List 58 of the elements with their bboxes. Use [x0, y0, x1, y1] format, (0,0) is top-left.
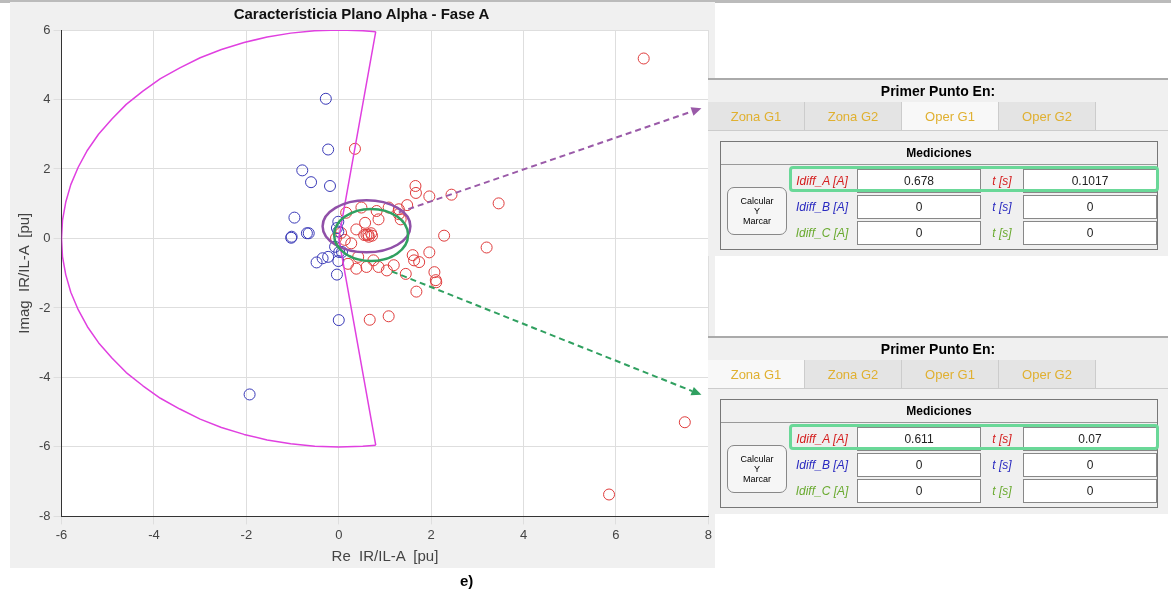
text: Zona G1 — [708, 360, 805, 388]
text: Zona G2 — [805, 360, 902, 388]
y-tick-label: 4 — [43, 91, 51, 107]
text: Oper G2 — [999, 102, 1096, 130]
y-tick-label: 2 — [43, 160, 51, 176]
text: 0 — [1023, 479, 1157, 503]
text: Zona G2 — [805, 102, 902, 130]
text: 0.1017 — [1023, 169, 1157, 193]
x-tick-label: 4 — [519, 526, 528, 542]
text: Calcular Y Marcar — [727, 187, 787, 235]
text: t [s] — [991, 458, 1013, 472]
y-tick-label: -6 — [39, 438, 51, 454]
text: 0 — [857, 221, 981, 245]
text: t [s] — [991, 484, 1013, 498]
x-axis-title: Re IR/IL-A [pu] — [331, 547, 439, 565]
text: Oper G1 — [902, 360, 999, 388]
text: t [s] — [991, 432, 1013, 446]
y-tick-label: -2 — [39, 299, 51, 315]
text: 0.678 — [857, 169, 981, 193]
text: Oper G1 — [902, 102, 999, 130]
y-tick-label: -8 — [39, 507, 51, 523]
text: t [s] — [991, 174, 1013, 188]
text: 0 — [1023, 453, 1157, 477]
text: Primer Punto En: — [708, 78, 1168, 102]
text: 0.07 — [1023, 427, 1157, 451]
x-tick-label: -6 — [55, 526, 68, 542]
text: Oper G2 — [999, 360, 1096, 388]
x-tick-label: -2 — [240, 526, 253, 542]
text: Idiff_C [A] — [794, 484, 850, 498]
x-tick-label: 8 — [704, 526, 712, 542]
text: 0 — [1023, 221, 1157, 245]
y-tick-label: -4 — [39, 369, 51, 385]
text: 0 — [857, 195, 981, 219]
text: Idiff_A [A] — [795, 174, 849, 188]
text: t [s] — [991, 200, 1013, 214]
x-tick-label: 6 — [612, 526, 620, 542]
y-tick-label: 6 — [43, 21, 51, 37]
text: Idiff_A [A] — [795, 432, 849, 446]
x-tick-label: 2 — [427, 526, 435, 542]
text: Calcular Y Marcar — [727, 445, 787, 493]
y-axis-title: Imag IR/IL-A [pu] — [15, 212, 33, 334]
text: Primer Punto En: — [708, 336, 1168, 360]
text: Idiff_C [A] — [794, 226, 850, 240]
text: Idiff_B [A] — [795, 200, 850, 214]
text: 0 — [857, 479, 981, 503]
x-tick-label: -4 — [148, 526, 160, 542]
text: 0 — [1023, 195, 1157, 219]
text: Idiff_B [A] — [795, 458, 850, 472]
text: e) — [460, 572, 474, 589]
text: 0 — [857, 453, 981, 477]
x-tick-label: 0 — [335, 526, 343, 542]
text: Mediciones — [721, 142, 1157, 165]
chart-title: Característicia Plano Alpha - Fase A — [233, 5, 490, 23]
text: Zona G1 — [708, 102, 805, 130]
text: Mediciones — [721, 400, 1157, 423]
text: t [s] — [991, 226, 1013, 240]
text: 0.611 — [857, 427, 981, 451]
y-tick-label: 0 — [43, 230, 51, 246]
